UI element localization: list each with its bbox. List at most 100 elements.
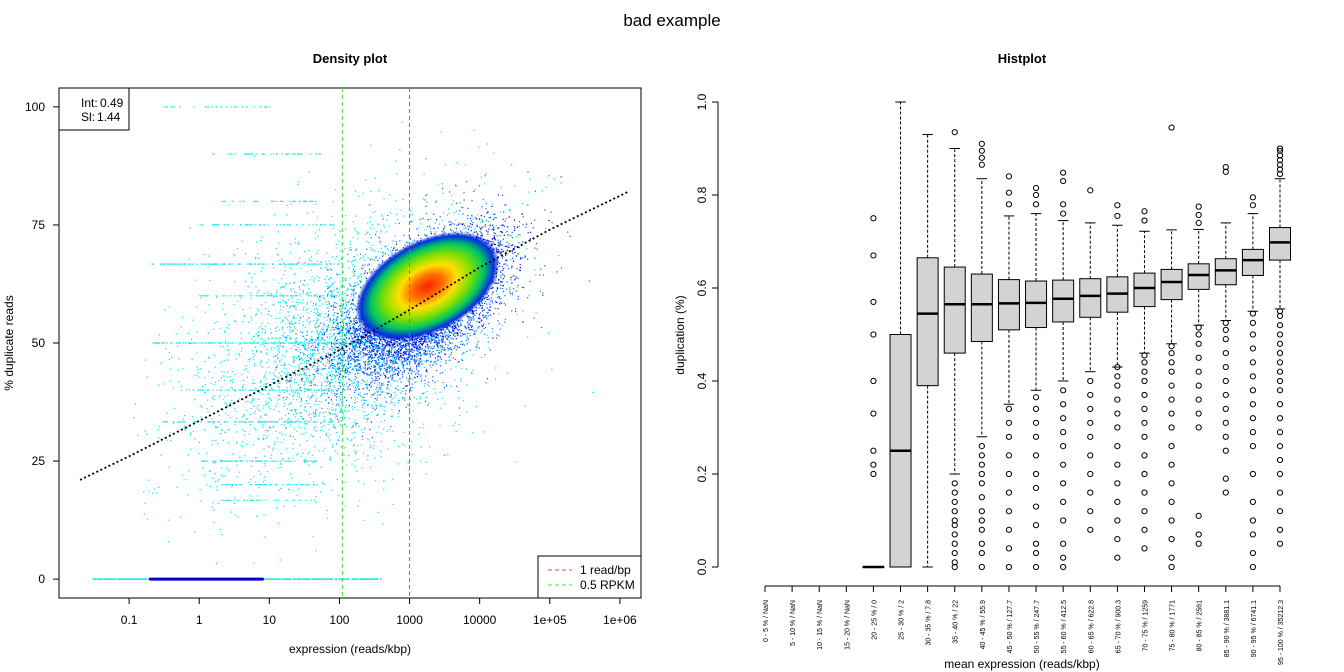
hist-x-tick-label-10: 50 - 55 % / 247.7 <box>1034 600 1041 653</box>
box-outlier-17-8 <box>1222 363 1229 371</box>
box-body-16 <box>1187 263 1210 290</box>
box-outlier-7-2 <box>951 549 958 557</box>
box-outlier-18-0 <box>1249 563 1256 571</box>
box-outlier-14-3 <box>1141 489 1148 496</box>
x-tick-label-2: 10 <box>263 613 277 627</box>
box-outlier-19-19 <box>1276 308 1284 315</box>
stats-int-label: Int: <box>81 96 98 110</box>
box-outlier-11-11 <box>1060 387 1067 394</box>
box-outlier-13-10 <box>1114 382 1121 389</box>
stats-int-value: 0.49 <box>100 96 124 110</box>
box-outlier-9-11 <box>1005 189 1013 196</box>
box-outlier-19-14 <box>1276 350 1284 357</box>
legend-label-rpkm: 0.5 RPKM <box>580 578 635 592</box>
box-outlier-18-3 <box>1249 517 1256 524</box>
box-outlier-19-24 <box>1276 152 1284 159</box>
box-outlier-16-3 <box>1195 424 1202 431</box>
box-18 <box>1241 194 1264 571</box>
box-outlier-11-9 <box>1060 415 1067 422</box>
density-plot-ylabel: % duplicate reads <box>2 295 16 390</box>
hist-x-tick-label-14: 70 - 75 % / 1259 <box>1142 600 1149 651</box>
box-outlier-8-2 <box>978 540 985 547</box>
box-outlier-18-9 <box>1249 401 1256 408</box>
box-outlier-19-1 <box>1276 526 1284 533</box>
box-outlier-12-8 <box>1087 391 1094 399</box>
y-tick-label-0: 0 <box>38 572 45 586</box>
box-outlier-7-10 <box>951 480 958 487</box>
box-10 <box>1025 184 1048 571</box>
box-outlier-11-13 <box>1060 201 1067 208</box>
box-outlier-4-2 <box>870 447 877 454</box>
hist-x-tick-label-9: 45 - 50 % / 127.7 <box>1007 600 1014 653</box>
box-outlier-8-10 <box>978 452 985 459</box>
box-outlier-16-9 <box>1195 340 1202 347</box>
box-outlier-11-0 <box>1060 563 1067 571</box>
box-outlier-19-4 <box>1276 470 1284 478</box>
box-outlier-11-3 <box>1060 517 1067 524</box>
box-outlier-11-5 <box>1060 480 1067 487</box>
box-outlier-18-8 <box>1249 415 1256 422</box>
box-outlier-13-5 <box>1114 461 1121 468</box>
box-outlier-13-11 <box>1114 373 1121 380</box>
box-outlier-10-1 <box>1032 549 1040 557</box>
box-outlier-13-9 <box>1114 396 1121 403</box>
y-tick-label-4: 100 <box>25 100 45 114</box>
box-outlier-18-4 <box>1249 498 1256 505</box>
box-outlier-9-10 <box>1005 201 1013 208</box>
box-outlier-13-0 <box>1114 554 1121 561</box>
box-outlier-9-1 <box>1005 545 1013 552</box>
y-tick-label-1: 25 <box>32 454 46 468</box>
box-outlier-9-9 <box>1005 405 1013 412</box>
box-outlier-14-15 <box>1141 208 1148 215</box>
box-outlier-15-8 <box>1168 424 1175 431</box>
box-outlier-12-0 <box>1087 526 1094 533</box>
box-outlier-14-4 <box>1141 470 1148 478</box>
hist-boxes <box>862 101 1291 571</box>
box-outlier-19-15 <box>1276 340 1284 347</box>
hist-plot: Histplot mean expression (reads/kbp) dup… <box>673 51 1291 671</box>
box-outlier-15-1 <box>1168 554 1175 561</box>
x-tick-label-5: 10000 <box>463 613 497 627</box>
box-outlier-17-14 <box>1222 164 1229 171</box>
box-outlier-18-7 <box>1249 429 1256 436</box>
box-outlier-19-25 <box>1276 147 1284 154</box>
hist-x-tick-label-0: 0 - 5 % / NaN <box>763 600 770 642</box>
box-outlier-10-14 <box>1032 184 1040 192</box>
hist-x-tick-label-2: 10 - 15 % / NaN <box>817 600 824 650</box>
hist-x-tick-label-13: 65 - 70 % / 900.3 <box>1115 600 1122 653</box>
box-outlier-16-10 <box>1195 331 1202 338</box>
box-body-19 <box>1269 227 1291 261</box>
box-outlier-15-13 <box>1168 359 1175 366</box>
box-outlier-10-12 <box>1032 201 1040 208</box>
box-outlier-19-8 <box>1276 415 1284 422</box>
box-outlier-8-1 <box>978 549 985 557</box>
box-outlier-19-21 <box>1276 166 1284 173</box>
box-outlier-18-16 <box>1249 310 1256 317</box>
legend-label-read-per-bp: 1 read/bp <box>580 563 631 577</box>
box-outlier-14-5 <box>1141 452 1148 459</box>
box-outlier-10-4 <box>1032 503 1040 510</box>
box-outlier-17-0 <box>1222 489 1229 496</box>
box-outlier-16-4 <box>1195 410 1202 417</box>
box-outlier-19-20 <box>1276 170 1284 178</box>
box-outlier-19-2 <box>1276 508 1284 515</box>
hist-plot-ylabel: duplication (%) <box>673 295 687 374</box>
box-outlier-12-10 <box>1087 187 1094 194</box>
box-outlier-17-7 <box>1222 377 1229 385</box>
box-outlier-18-1 <box>1249 549 1256 557</box>
box-outlier-15-15 <box>1168 343 1175 350</box>
box-outlier-18-12 <box>1249 359 1256 366</box>
box-body-14 <box>1133 272 1156 308</box>
density-plot-title: Density plot <box>313 51 388 66</box>
hist-y-tick-label-0: 0.0 <box>695 558 709 575</box>
box-outlier-18-6 <box>1249 443 1256 450</box>
box-outlier-7-9 <box>951 489 958 496</box>
x-tick-label-0: 0.1 <box>121 613 138 627</box>
box-outlier-15-11 <box>1168 382 1175 389</box>
box-outlier-11-2 <box>1060 540 1067 547</box>
box-outlier-15-4 <box>1168 498 1175 505</box>
box-7 <box>943 129 966 571</box>
box-body-6 <box>916 257 939 387</box>
box-body-12 <box>1079 278 1102 318</box>
